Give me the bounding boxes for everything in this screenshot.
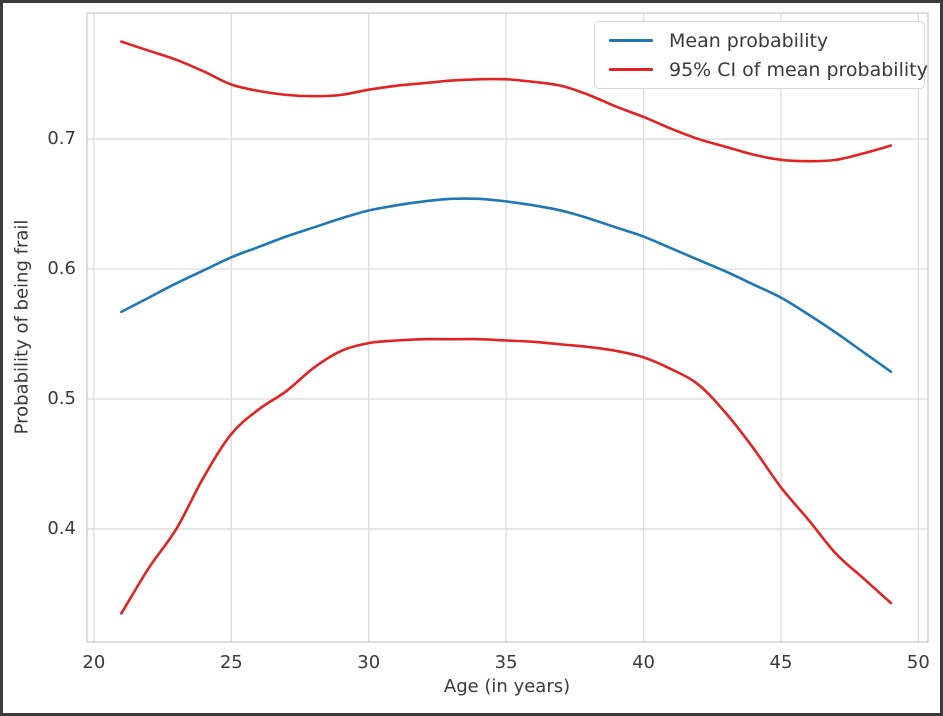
x-axis-label: Age (in years) <box>443 676 571 697</box>
legend-line-sample-blue <box>609 39 653 42</box>
plot-frame <box>86 12 929 643</box>
legend-line-sample-red <box>609 68 653 71</box>
legend-label-ci: 95% CI of mean probability <box>669 58 928 81</box>
x-tick-label-40: 40 <box>632 652 655 673</box>
y-tick-label-0.6: 0.6 <box>47 258 76 280</box>
x-tick-label-50: 50 <box>906 652 930 673</box>
series-ci-lower-line <box>120 337 893 615</box>
x-tick-label-25: 25 <box>219 652 243 673</box>
legend-label-mean: Mean probability <box>669 29 829 52</box>
y-tick-label-0.4: 0.4 <box>47 517 76 539</box>
legend: Mean probability 95% CI of mean probabil… <box>594 21 928 89</box>
x-tick-label-45: 45 <box>769 652 793 673</box>
y-tick-label-0.5: 0.5 <box>47 387 76 409</box>
series-ci-upper-line <box>120 40 893 163</box>
legend-entry-mean: Mean probability <box>605 28 914 53</box>
y-axis-label: Probability of being frail <box>11 219 33 435</box>
y-tick-label-0.7: 0.7 <box>47 128 76 150</box>
series-mean-line <box>120 197 893 373</box>
x-tick-label-30: 30 <box>357 652 381 673</box>
legend-entry-ci: 95% CI of mean probability <box>605 57 928 82</box>
x-tick-label-20: 20 <box>82 652 106 673</box>
x-tick-label-35: 35 <box>494 652 518 673</box>
